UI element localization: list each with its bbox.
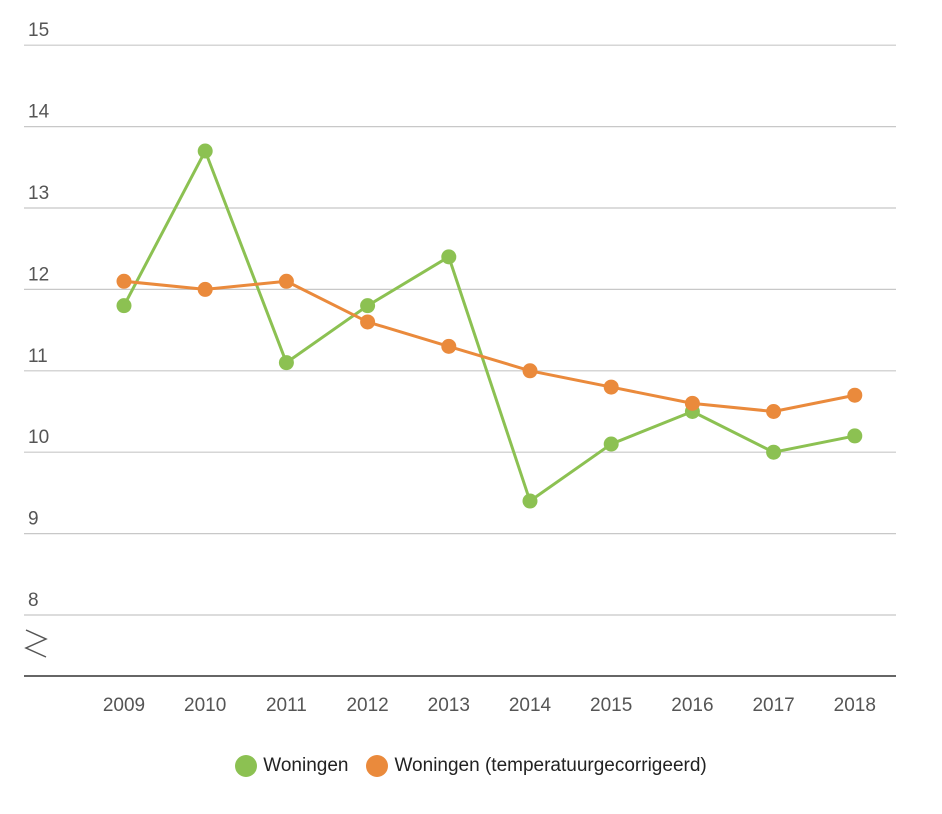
- series-0-point-2011: [278, 355, 294, 371]
- y-tick-label-13: 13: [28, 183, 49, 204]
- gridlines: [24, 44, 896, 616]
- y-axis-ticks: 8 9 10 11 12 13 14 15: [28, 20, 50, 611]
- legend-label-woningen-temperatuurgecorrigeerd: Woningen (temperatuurgecorrigeerd): [394, 755, 707, 776]
- y-tick-label-14: 14: [28, 102, 50, 123]
- series-0-point-2010: [197, 143, 213, 159]
- x-tick-label-2012: 2012: [346, 695, 388, 716]
- series-0-point-2013: [441, 249, 457, 265]
- series-0-point-2012: [360, 298, 376, 314]
- series-line-0: [122, 149, 856, 503]
- legend-swatch-woningen: [235, 755, 258, 777]
- legend-item-woningen-temperatuurgecorrigeerd: Woningen (temperatuurgecorrigeerd): [366, 755, 707, 777]
- series-1-point-2017: [766, 404, 782, 419]
- series-0-point-2015: [603, 436, 619, 452]
- series-1-point-2009: [116, 273, 132, 289]
- y-tick-label-12: 12: [28, 264, 49, 285]
- legend-swatch-woningen-temperatuurgecorrigeerd: [366, 755, 389, 777]
- x-tick-label-2011: 2011: [266, 695, 307, 716]
- axis-break-icon: [24, 629, 48, 658]
- y-tick-label-10: 10: [28, 427, 49, 448]
- legend: Woningen Woningen (temperatuurgecorrigee…: [0, 755, 942, 777]
- x-tick-label-2014: 2014: [509, 695, 552, 716]
- x-tick-label-2015: 2015: [590, 695, 632, 716]
- legend-label-woningen: Woningen: [263, 755, 349, 776]
- y-tick-label-11: 11: [28, 346, 48, 367]
- series-0-point-2018: [847, 428, 863, 444]
- series-line-1: [123, 279, 856, 413]
- x-tick-label-2017: 2017: [752, 695, 794, 716]
- series-0-point-2009: [116, 298, 132, 314]
- series-1-point-2012: [360, 314, 376, 330]
- series-1-point-2010: [197, 281, 213, 297]
- x-tick-label-2010: 2010: [184, 695, 226, 716]
- x-tick-label-2016: 2016: [671, 695, 713, 716]
- series-1-point-2016: [684, 395, 700, 411]
- x-axis-ticks: 2009 2010 2011 2012 2013 2014 2015 2016 2017 2018: [103, 695, 876, 716]
- y-tick-label-8: 8: [28, 590, 39, 611]
- legend-item-woningen: Woningen: [235, 755, 348, 777]
- x-tick-label-2018: 2018: [834, 695, 876, 716]
- series-1-point-2014: [522, 363, 538, 379]
- series-1-point-2011: [278, 273, 294, 289]
- series-0-point-2017: [766, 444, 782, 460]
- y-tick-label-9: 9: [28, 509, 39, 530]
- series-0-point-2014: [522, 493, 538, 509]
- series-1-point-2013: [441, 338, 457, 354]
- y-tick-label-15: 15: [28, 20, 49, 41]
- series-1-point-2015: [603, 379, 619, 395]
- x-tick-label-2009: 2009: [103, 695, 145, 716]
- x-tick-label-2013: 2013: [428, 695, 470, 716]
- series-group: [116, 143, 863, 509]
- series-1-point-2018: [847, 387, 863, 403]
